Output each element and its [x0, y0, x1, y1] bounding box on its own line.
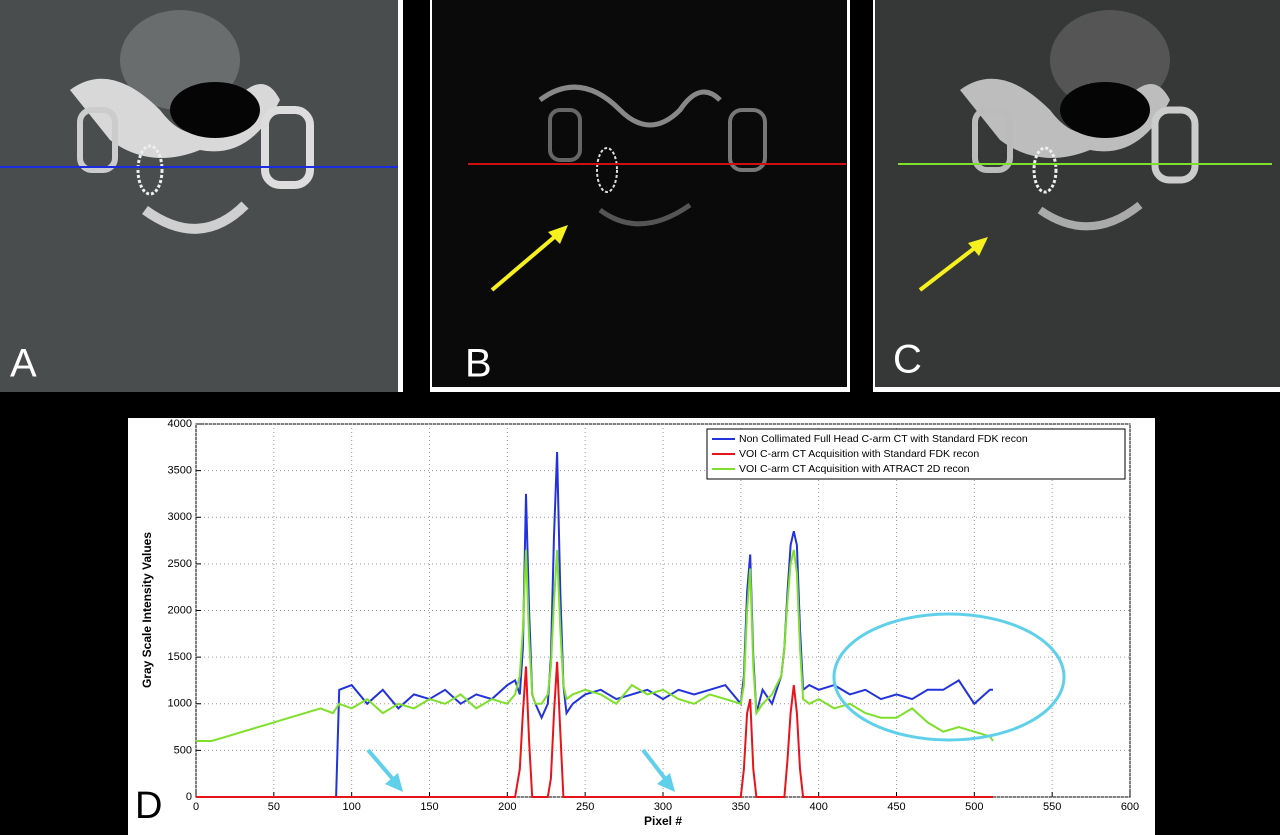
- x-tick-label: 100: [342, 801, 360, 813]
- y-tick-label: 1000: [168, 698, 192, 710]
- plot-frame: [195, 423, 1131, 798]
- y-tick-label: 1500: [168, 651, 192, 663]
- x-tick-label: 400: [809, 801, 827, 813]
- y-tick-label: 2000: [168, 604, 192, 616]
- x-tick-label: 450: [887, 801, 905, 813]
- plot: 0 500 1000 1500 2000 2500 3000 3500 4000 0 50 100 15…: [168, 418, 1140, 813]
- data-line: [196, 661, 993, 798]
- y-tick-label: 0: [186, 791, 192, 803]
- x-tick-label: 550: [1043, 801, 1061, 813]
- x-tick-label: 300: [654, 801, 672, 813]
- annotation-arrow-head: [385, 773, 403, 792]
- y-tick-label: 4000: [168, 418, 192, 430]
- x-tick-label: 150: [420, 801, 438, 813]
- data-line: [196, 451, 993, 798]
- x-tick-label: 200: [498, 801, 516, 813]
- legend-label: VOI C-arm CT Acquisition with Standard F…: [739, 448, 979, 460]
- y-tick-label: 2500: [168, 558, 192, 570]
- y-tick-label: 3500: [168, 465, 192, 477]
- y-axis-label: Gray Scale Intensity Values: [140, 532, 154, 688]
- legend: Non Collimated Full Head C-arm CT with S…: [706, 428, 1126, 480]
- panel-label: A: [10, 342, 37, 386]
- panel-label: C: [893, 338, 922, 382]
- ct-panel-c: C: [873, 0, 1280, 392]
- y-tick-label: 3000: [168, 511, 192, 523]
- panel-label: D: [135, 785, 162, 827]
- y-tick-label: 500: [174, 744, 192, 756]
- x-tick-label: 600: [1121, 801, 1139, 813]
- x-axis-label: Pixel #: [644, 814, 682, 828]
- legend-label: Non Collimated Full Head C-arm CT with S…: [739, 433, 1028, 445]
- legend-box: [706, 428, 1126, 480]
- annotation-arrow-head: [657, 773, 675, 792]
- ct-panel-b: B: [430, 0, 850, 392]
- x-tick-label: 500: [965, 801, 983, 813]
- ct-panel-a: A: [0, 0, 403, 392]
- x-tick-label: 250: [576, 801, 594, 813]
- x-tick-label: 0: [193, 801, 199, 813]
- highlight-ellipse: [832, 612, 1066, 742]
- panel-label: B: [465, 342, 492, 386]
- legend-label: VOI C-arm CT Acquisition with ATRACT 2D …: [739, 463, 970, 475]
- x-tick-label: 350: [732, 801, 750, 813]
- x-tick-label: 50: [268, 801, 280, 813]
- data-line: [196, 549, 994, 742]
